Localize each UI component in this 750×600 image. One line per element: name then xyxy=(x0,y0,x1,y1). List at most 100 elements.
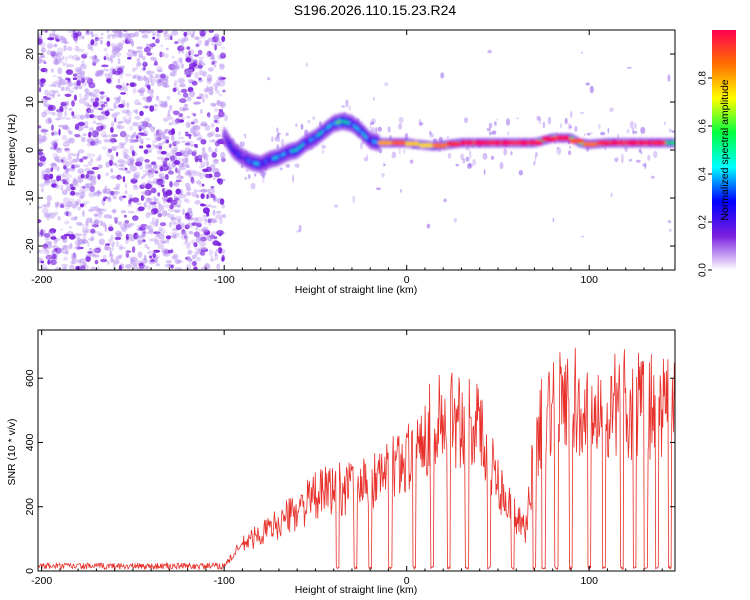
noise-speck xyxy=(198,228,206,232)
signal-speck xyxy=(668,128,672,133)
noise-speck xyxy=(64,110,67,118)
noise-speck xyxy=(55,183,59,190)
noise-speck xyxy=(46,214,50,221)
noise-speck xyxy=(185,121,191,129)
noise-speck xyxy=(170,219,177,225)
noise-speck xyxy=(213,64,217,68)
noise-speck xyxy=(220,52,226,59)
noise-speck xyxy=(194,72,200,79)
signal-speck xyxy=(569,110,573,119)
noise-speck xyxy=(189,90,196,98)
noise-speck xyxy=(59,184,64,189)
noise-speck xyxy=(140,195,145,201)
noise-speck xyxy=(165,139,170,144)
noise-speck xyxy=(84,32,90,36)
noise-speck xyxy=(152,104,159,108)
noise-speck xyxy=(95,92,99,98)
noise-speck xyxy=(45,167,51,174)
noise-speck xyxy=(158,204,165,211)
noise-speck xyxy=(54,248,58,252)
y-tick-label: -10 xyxy=(24,190,36,205)
noise-speck xyxy=(109,214,113,220)
noise-speck xyxy=(93,107,99,110)
y-tick-label: 20 xyxy=(24,48,36,60)
noise-speck xyxy=(57,76,60,79)
noise-speck xyxy=(163,30,169,35)
noise-speck xyxy=(216,99,221,105)
noise-speck xyxy=(61,79,66,84)
noise-speck xyxy=(158,228,166,235)
noise-speck xyxy=(153,195,157,202)
noise-speck xyxy=(124,167,128,171)
noise-speck xyxy=(88,82,96,89)
noise-speck xyxy=(171,147,179,153)
noise-speck xyxy=(202,97,205,104)
noise-speck xyxy=(164,263,171,268)
noise-speck xyxy=(117,42,125,46)
noise-speck xyxy=(149,202,155,205)
noise-speck xyxy=(77,242,81,247)
noise-speck xyxy=(142,265,149,270)
signal-speck xyxy=(614,157,619,163)
noise-speck xyxy=(58,76,63,82)
noise-speck xyxy=(147,77,153,84)
noise-speck xyxy=(64,168,70,175)
noise-speck xyxy=(164,37,170,41)
noise-speck xyxy=(179,56,183,64)
noise-speck xyxy=(104,185,108,191)
noise-speck xyxy=(165,235,172,240)
noise-speck xyxy=(192,217,199,222)
signal-speck xyxy=(300,123,304,130)
noise-speck xyxy=(219,64,226,69)
noise-speck xyxy=(123,154,131,160)
noise-speck xyxy=(56,147,63,153)
noise-speck xyxy=(174,41,179,45)
noise-speck xyxy=(97,232,104,237)
noise-speck xyxy=(166,96,171,101)
noise-speck xyxy=(82,230,88,236)
noise-speck xyxy=(132,132,137,137)
noise-speck xyxy=(182,208,185,215)
noise-speck xyxy=(172,68,177,74)
noise-speck xyxy=(186,222,191,229)
noise-speck xyxy=(91,130,99,138)
noise-speck xyxy=(60,37,67,44)
ridge-segment xyxy=(569,138,584,144)
noise-speck xyxy=(122,102,126,107)
noise-speck xyxy=(105,161,110,168)
noise-speck xyxy=(76,259,82,264)
noise-speck xyxy=(156,136,162,141)
noise-speck xyxy=(74,67,82,72)
noise-speck xyxy=(63,44,67,52)
noise-speck xyxy=(175,167,178,173)
signal-speck xyxy=(620,153,624,162)
noise-speck xyxy=(212,176,216,180)
noise-speck xyxy=(111,34,116,40)
noise-speck xyxy=(90,97,95,103)
noise-speck xyxy=(144,189,149,196)
noise-speck xyxy=(64,93,72,98)
noise-speck xyxy=(211,152,217,158)
y-tick-label: 600 xyxy=(24,369,36,387)
noise-speck xyxy=(183,70,190,76)
noise-speck xyxy=(56,175,60,182)
signal-speck xyxy=(298,224,302,232)
noise-speck xyxy=(129,258,135,265)
noise-speck xyxy=(82,133,87,137)
noise-speck xyxy=(181,157,189,164)
noise-speck xyxy=(119,246,127,250)
noise-speck xyxy=(189,258,193,262)
noise-speck xyxy=(118,142,127,146)
noise-speck xyxy=(80,223,85,227)
signal-speck xyxy=(668,228,672,232)
noise-speck xyxy=(126,83,129,86)
noise-speck xyxy=(38,249,45,254)
noise-speck xyxy=(65,55,68,62)
noise-speck xyxy=(115,84,123,89)
noise-speck xyxy=(81,136,86,143)
noise-speck xyxy=(67,154,72,161)
signal-speck xyxy=(426,223,431,229)
noise-speck xyxy=(156,30,164,33)
noise-speck xyxy=(182,92,189,98)
y-tick-label: -20 xyxy=(24,238,36,253)
